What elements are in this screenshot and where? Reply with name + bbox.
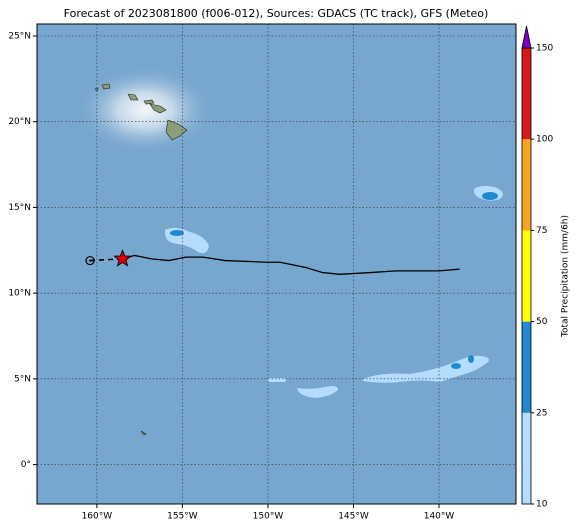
colorbar-tick-label: 10: [536, 500, 548, 510]
colorbar-extend: [521, 25, 532, 49]
axes: 160°W 155°W 150°W 145°W 140°W 0° 5°N 10°N 15°N 20…: [8, 23, 571, 522]
colorbar-frame: [521, 47, 532, 505]
colorbar-segment: [522, 230, 531, 322]
colorbar-segment: [522, 48, 531, 140]
colorbar-tick-label: 100: [536, 135, 553, 145]
x-tick-label: 145°W: [338, 512, 369, 522]
colorbar-tick-label: 75: [536, 226, 547, 236]
colorbar-segment: [522, 139, 531, 231]
y-tick-label: 10°N: [8, 289, 31, 299]
y-tick-label: 20°N: [8, 117, 31, 127]
x-tick-label: 160°W: [82, 512, 113, 522]
colorbar-segment: [522, 321, 531, 413]
y-tick-label: 5°N: [14, 374, 31, 384]
title: Forecast of 2023081800 (f006-012), Sourc…: [64, 7, 489, 20]
x-tick-label: 150°W: [253, 512, 284, 522]
y-tick-label: 15°N: [8, 203, 31, 213]
islands: [94, 83, 188, 436]
colorbar-tick-label: 150: [536, 44, 553, 54]
past-position: [85, 255, 95, 266]
x-tick-label: 140°W: [424, 512, 455, 522]
map: [37, 24, 516, 504]
past-track: [89, 258, 123, 262]
current-position: [113, 249, 132, 267]
past-position-dot: [89, 259, 92, 262]
y-tick-label: 25°N: [8, 32, 31, 42]
x-tick-label: 155°W: [167, 512, 198, 522]
colorbar-tick-label: 25: [536, 408, 547, 418]
overlay: [37, 24, 516, 504]
map-frame: [36, 23, 517, 505]
precipitation: [165, 186, 503, 398]
colorbar-tick-label: 50: [536, 317, 548, 327]
terrain-glow: [75, 65, 215, 155]
colorbar-segment: [522, 412, 531, 504]
track-line: [122, 254, 460, 275]
y-tick-label: 0°: [21, 460, 31, 470]
colorbar-label: Total Precipitation (mm/6h): [561, 215, 571, 338]
